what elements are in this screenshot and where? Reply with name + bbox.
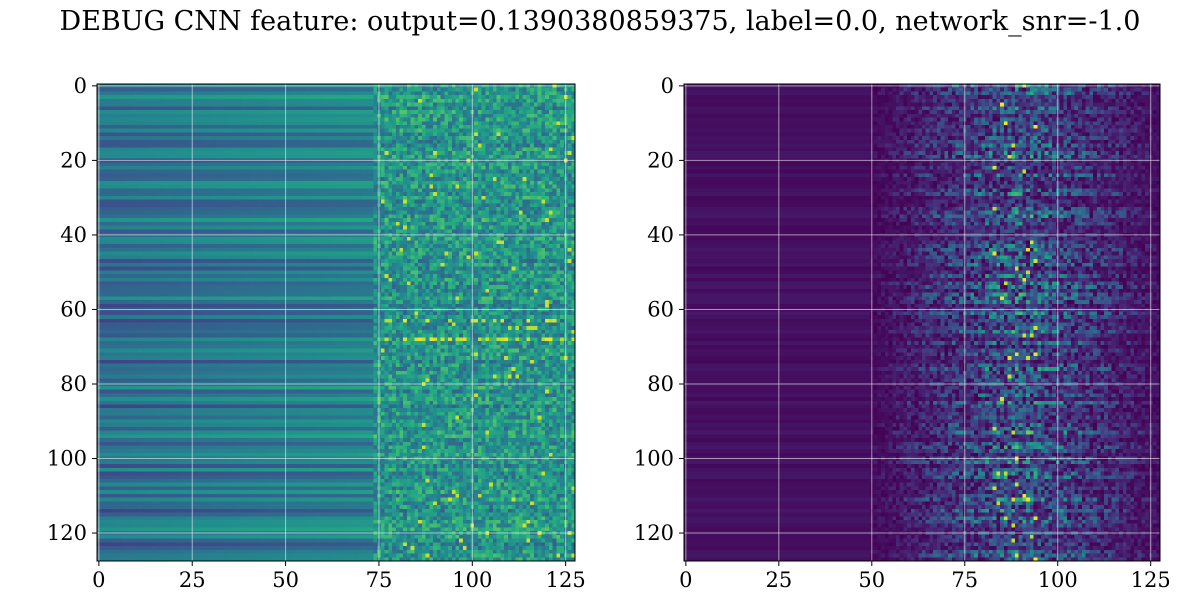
x-tick-label: 100: [1038, 568, 1078, 592]
y-tick-label: 40: [647, 223, 674, 247]
x-tick-label: 50: [858, 568, 885, 592]
x-tick-label: 50: [272, 568, 299, 592]
y-tick-label: 80: [60, 372, 87, 396]
x-tick-label: 125: [546, 568, 586, 592]
y-tick-label: 100: [47, 447, 87, 471]
y-tick-label: 20: [60, 148, 87, 172]
heatmap-image: [97, 84, 575, 561]
x-tick-label: 0: [92, 568, 105, 592]
x-tick-label: 100: [452, 568, 492, 592]
x-tick-label: 25: [765, 568, 792, 592]
y-tick-label: 120: [634, 521, 674, 545]
axes-frame: [96, 83, 576, 562]
y-tick-label: 100: [634, 447, 674, 471]
y-tick-label: 80: [647, 372, 674, 396]
x-tick-label: 125: [1131, 568, 1171, 592]
x-tick-label: 75: [951, 568, 978, 592]
y-tick-label: 120: [47, 521, 87, 545]
heatmap-image: [684, 84, 1160, 561]
axes-frame: [683, 83, 1161, 562]
y-tick-label: 60: [647, 297, 674, 321]
x-tick-label: 75: [366, 568, 393, 592]
y-tick-label: 40: [60, 223, 87, 247]
y-tick-label: 20: [647, 148, 674, 172]
figure-title: DEBUG CNN feature: output=0.139038085937…: [59, 6, 1141, 37]
y-tick-label: 0: [661, 74, 674, 98]
x-tick-label: 25: [179, 568, 206, 592]
y-tick-label: 0: [74, 74, 87, 98]
x-tick-label: 0: [679, 568, 692, 592]
y-tick-label: 60: [60, 297, 87, 321]
